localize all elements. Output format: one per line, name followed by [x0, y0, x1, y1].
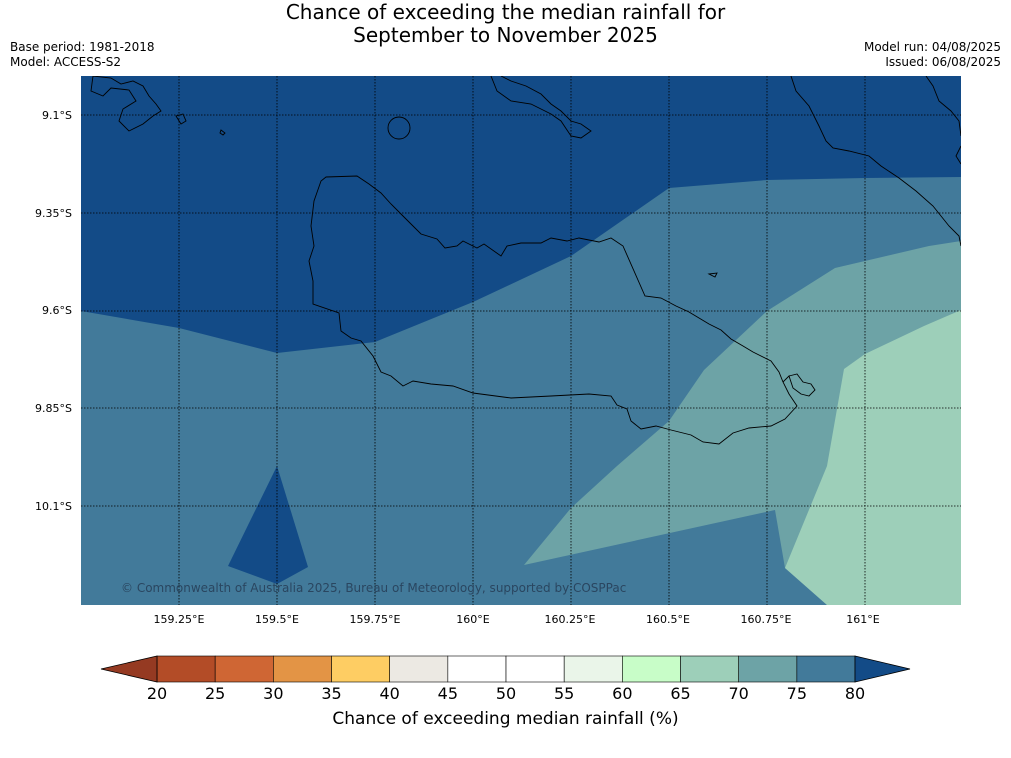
lon-label-160-5: 160.5°E — [646, 613, 690, 626]
lat-label-10-1: 10.1°S — [35, 500, 72, 513]
colorbar-segment — [622, 655, 681, 683]
colorbar-segment — [680, 655, 740, 683]
colorbar-segment — [738, 655, 798, 683]
lat-label-9-85: 9.85°S — [35, 402, 72, 415]
region-above-80-pocket — [228, 466, 308, 584]
colorbar-segment — [563, 655, 623, 683]
colorbar-low-extend — [100, 655, 158, 683]
rainfall-map: © Commonwealth of Australia 2025, Bureau… — [81, 76, 961, 605]
model-run-label: Model run: 04/08/2025 — [863, 40, 1001, 54]
lat-label-9-6: 9.6°S — [42, 304, 72, 317]
issued-label: Issued: 06/08/2025 — [885, 55, 1001, 69]
lat-label-9-35: 9.35°S — [35, 207, 72, 220]
lon-label-160-75: 160.75°E — [740, 613, 792, 626]
colorbar-tick-label: 70 — [728, 684, 749, 703]
colorbar-segment — [156, 655, 216, 683]
colorbar-tick-label: 45 — [437, 684, 459, 703]
colorbar-tick-label: 40 — [379, 684, 400, 703]
colorbar-segment — [214, 655, 274, 683]
colorbar-tick-label: 55 — [554, 684, 575, 703]
colorbar-tick-label: 65 — [670, 684, 691, 703]
colorbar-segment — [273, 655, 332, 683]
colorbar-tick-label: 75 — [786, 684, 808, 703]
copyright-text: © Commonwealth of Australia 2025, Bureau… — [121, 581, 626, 595]
colorbar-segment — [331, 655, 390, 683]
coastline — [90, 76, 961, 445]
colorbar-tick-label: 25 — [204, 684, 226, 703]
lat-label-9-1: 9.1°S — [42, 109, 72, 122]
colorbar-high-extend — [854, 655, 911, 683]
lon-label-159-25: 159.25°E — [153, 613, 205, 626]
region-65-70 — [785, 310, 961, 605]
colorbar-title: Chance of exceeding median rainfall (%) — [332, 709, 679, 729]
colorbar-tick-label: 30 — [263, 684, 284, 703]
colorbar — [100, 655, 911, 683]
colorbar-segment — [447, 655, 507, 683]
lon-label-160-25: 160.25°E — [544, 613, 596, 626]
lon-label-160: 160°E — [456, 613, 490, 626]
colorbar-segment — [505, 655, 565, 683]
colorbar-tick-label: 80 — [844, 684, 866, 703]
colorbar-tick-label: 60 — [612, 684, 633, 703]
graticule — [81, 76, 961, 605]
title-line-2: September to November 2025 — [353, 23, 658, 47]
colorbar-tick-label: 50 — [495, 684, 517, 703]
lon-label-159-5: 159.5°E — [255, 613, 299, 626]
base-period-label: Base period: 1981-2018 — [10, 40, 155, 54]
colorbar-segment — [796, 655, 856, 683]
colorbar-tick-label: 20 — [146, 684, 168, 703]
colorbar-tick-label: 35 — [321, 684, 342, 703]
lon-label-161: 161°E — [846, 613, 880, 626]
colorbar-segment — [389, 655, 449, 683]
model-label: Model: ACCESS-S2 — [10, 55, 122, 69]
title-line-1: Chance of exceeding the median rainfall … — [285, 0, 726, 24]
lon-label-159-75: 159.75°E — [349, 613, 401, 626]
